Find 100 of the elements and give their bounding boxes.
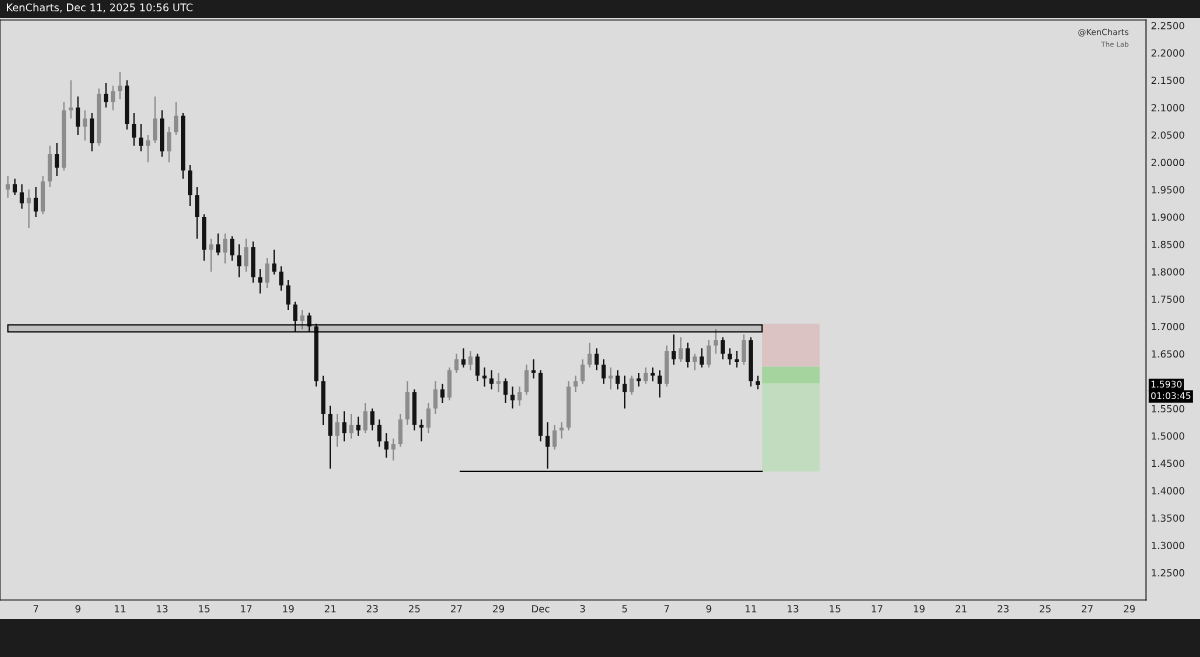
- y-tick-label: 2.1500: [1151, 76, 1185, 85]
- candlestick: [657, 369, 662, 399]
- x-tick-label: 15: [199, 605, 210, 613]
- candlestick: [622, 374, 627, 410]
- y-tick-label: 1.7000: [1151, 322, 1185, 331]
- candlestick: [678, 336, 683, 363]
- candlestick: [713, 328, 718, 355]
- x-tick-label: 11: [745, 605, 757, 613]
- candlestick: [223, 232, 228, 265]
- candlestick: [342, 410, 347, 443]
- candlestick: [671, 333, 676, 366]
- x-tick-label: 21: [955, 605, 967, 613]
- candlestick: [272, 249, 277, 276]
- candlestick: [258, 268, 263, 295]
- candlestick: [286, 279, 291, 311]
- candlestick: [587, 342, 592, 369]
- candlestick: [244, 238, 249, 273]
- candlestick: [195, 186, 200, 240]
- candlestick: [54, 142, 60, 177]
- x-tick-label: 3: [580, 605, 585, 613]
- candlestick: [461, 347, 466, 369]
- x-tick-label: 15: [829, 605, 841, 613]
- x-tick-label: 25: [1039, 605, 1051, 613]
- chart-title: KenCharts, Dec 11, 2025 10:56 UTC: [7, 3, 193, 13]
- candlestick: [265, 257, 270, 289]
- candlestick: [489, 369, 494, 391]
- candlestick: [103, 82, 109, 109]
- candlestick: [82, 109, 88, 142]
- y-tick-label: 1.5000: [1151, 432, 1185, 440]
- candlestick: [384, 432, 389, 459]
- candlestick: [475, 353, 480, 382]
- x-tick-label: 23: [997, 605, 1009, 613]
- candlestick: [706, 339, 711, 369]
- x-tick-label: 27: [451, 605, 462, 613]
- candlestick: [426, 402, 431, 434]
- x-tick-label: 17: [241, 605, 252, 613]
- y-tick-label: 1.4500: [1151, 459, 1185, 468]
- candlestick: [138, 123, 144, 153]
- candlestick: [468, 350, 473, 371]
- candlestick: [300, 309, 305, 330]
- candlestick: [615, 369, 620, 391]
- y-tick-label: 1.2500: [1151, 569, 1185, 577]
- x-tick-label: 21: [324, 605, 336, 613]
- candlestick: [594, 347, 599, 371]
- candlestick: [5, 175, 10, 199]
- candlestick: [370, 407, 375, 432]
- x-tick-label: Dec: [532, 605, 550, 613]
- y-tick-label: 1.3000: [1151, 541, 1185, 550]
- y-tick-label: 1.5500: [1151, 404, 1185, 413]
- candlestick: [216, 232, 221, 256]
- candlestick: [75, 95, 81, 136]
- candlestick: [349, 413, 354, 440]
- candlestick: [145, 134, 151, 163]
- x-tick-label: 5: [622, 605, 627, 613]
- candlestick: [174, 101, 179, 136]
- y-tick-label: 1.6500: [1151, 350, 1185, 358]
- candlestick: [230, 235, 235, 262]
- candlestick: [545, 421, 550, 470]
- x-tick-label: 23: [366, 605, 378, 613]
- y-tick-label: 1.7500: [1151, 295, 1185, 303]
- text: 01:03:45: [1151, 392, 1191, 400]
- candlestick: [433, 380, 438, 415]
- candlestick: [524, 364, 529, 396]
- x-tick-label: 13: [787, 605, 799, 613]
- candlestick: [755, 374, 760, 391]
- x-tick-label: 7: [33, 605, 39, 613]
- candlestick: [152, 95, 158, 144]
- candlestick: [517, 385, 522, 407]
- y-tick-label: 1.8500: [1151, 240, 1185, 249]
- candlestick: [293, 301, 298, 333]
- candlestick: [699, 347, 704, 369]
- x-tick-label: 13: [156, 605, 168, 613]
- x-tick-label: 17: [871, 605, 883, 613]
- candlestick: [391, 437, 396, 462]
- candlestick: [19, 183, 25, 210]
- candlestick: [531, 358, 536, 380]
- candlestick: [166, 126, 172, 163]
- x-tick-label: 19: [913, 605, 925, 613]
- candlestick: [279, 265, 284, 292]
- candlestick: [377, 418, 382, 448]
- candlestick: [552, 424, 557, 451]
- candlestick: [601, 358, 606, 385]
- x-tick-label: 7: [664, 605, 670, 613]
- x-tick-label: 19: [283, 605, 294, 613]
- candlestick: [237, 243, 242, 278]
- candlestick: [496, 372, 501, 393]
- x-tick-label: 27: [1081, 605, 1093, 613]
- candlestick: [720, 336, 725, 360]
- y-tick-label: 1.9500: [1151, 186, 1185, 194]
- x-tick-label: 29: [493, 605, 505, 613]
- y-tick-label: 2.2500: [1151, 21, 1185, 30]
- y-tick-label: 1.4000: [1151, 487, 1185, 495]
- candlestick: [503, 377, 508, 404]
- y-tick-label: 2.0500: [1151, 131, 1185, 139]
- candlestick: [209, 238, 214, 273]
- candlestick: [419, 418, 424, 443]
- candlestick: [110, 84, 116, 111]
- x-tick-label: 25: [408, 605, 420, 613]
- y-tick-label: 1.8000: [1151, 268, 1185, 276]
- y-tick-label: 2.2000: [1151, 49, 1185, 57]
